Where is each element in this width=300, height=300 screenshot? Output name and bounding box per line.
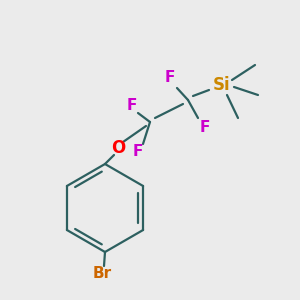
Text: F: F <box>127 98 137 112</box>
Text: F: F <box>133 145 143 160</box>
Text: O: O <box>111 139 125 157</box>
Text: F: F <box>165 70 175 86</box>
Text: F: F <box>200 121 210 136</box>
Text: Si: Si <box>213 76 231 94</box>
Text: Br: Br <box>92 266 112 281</box>
